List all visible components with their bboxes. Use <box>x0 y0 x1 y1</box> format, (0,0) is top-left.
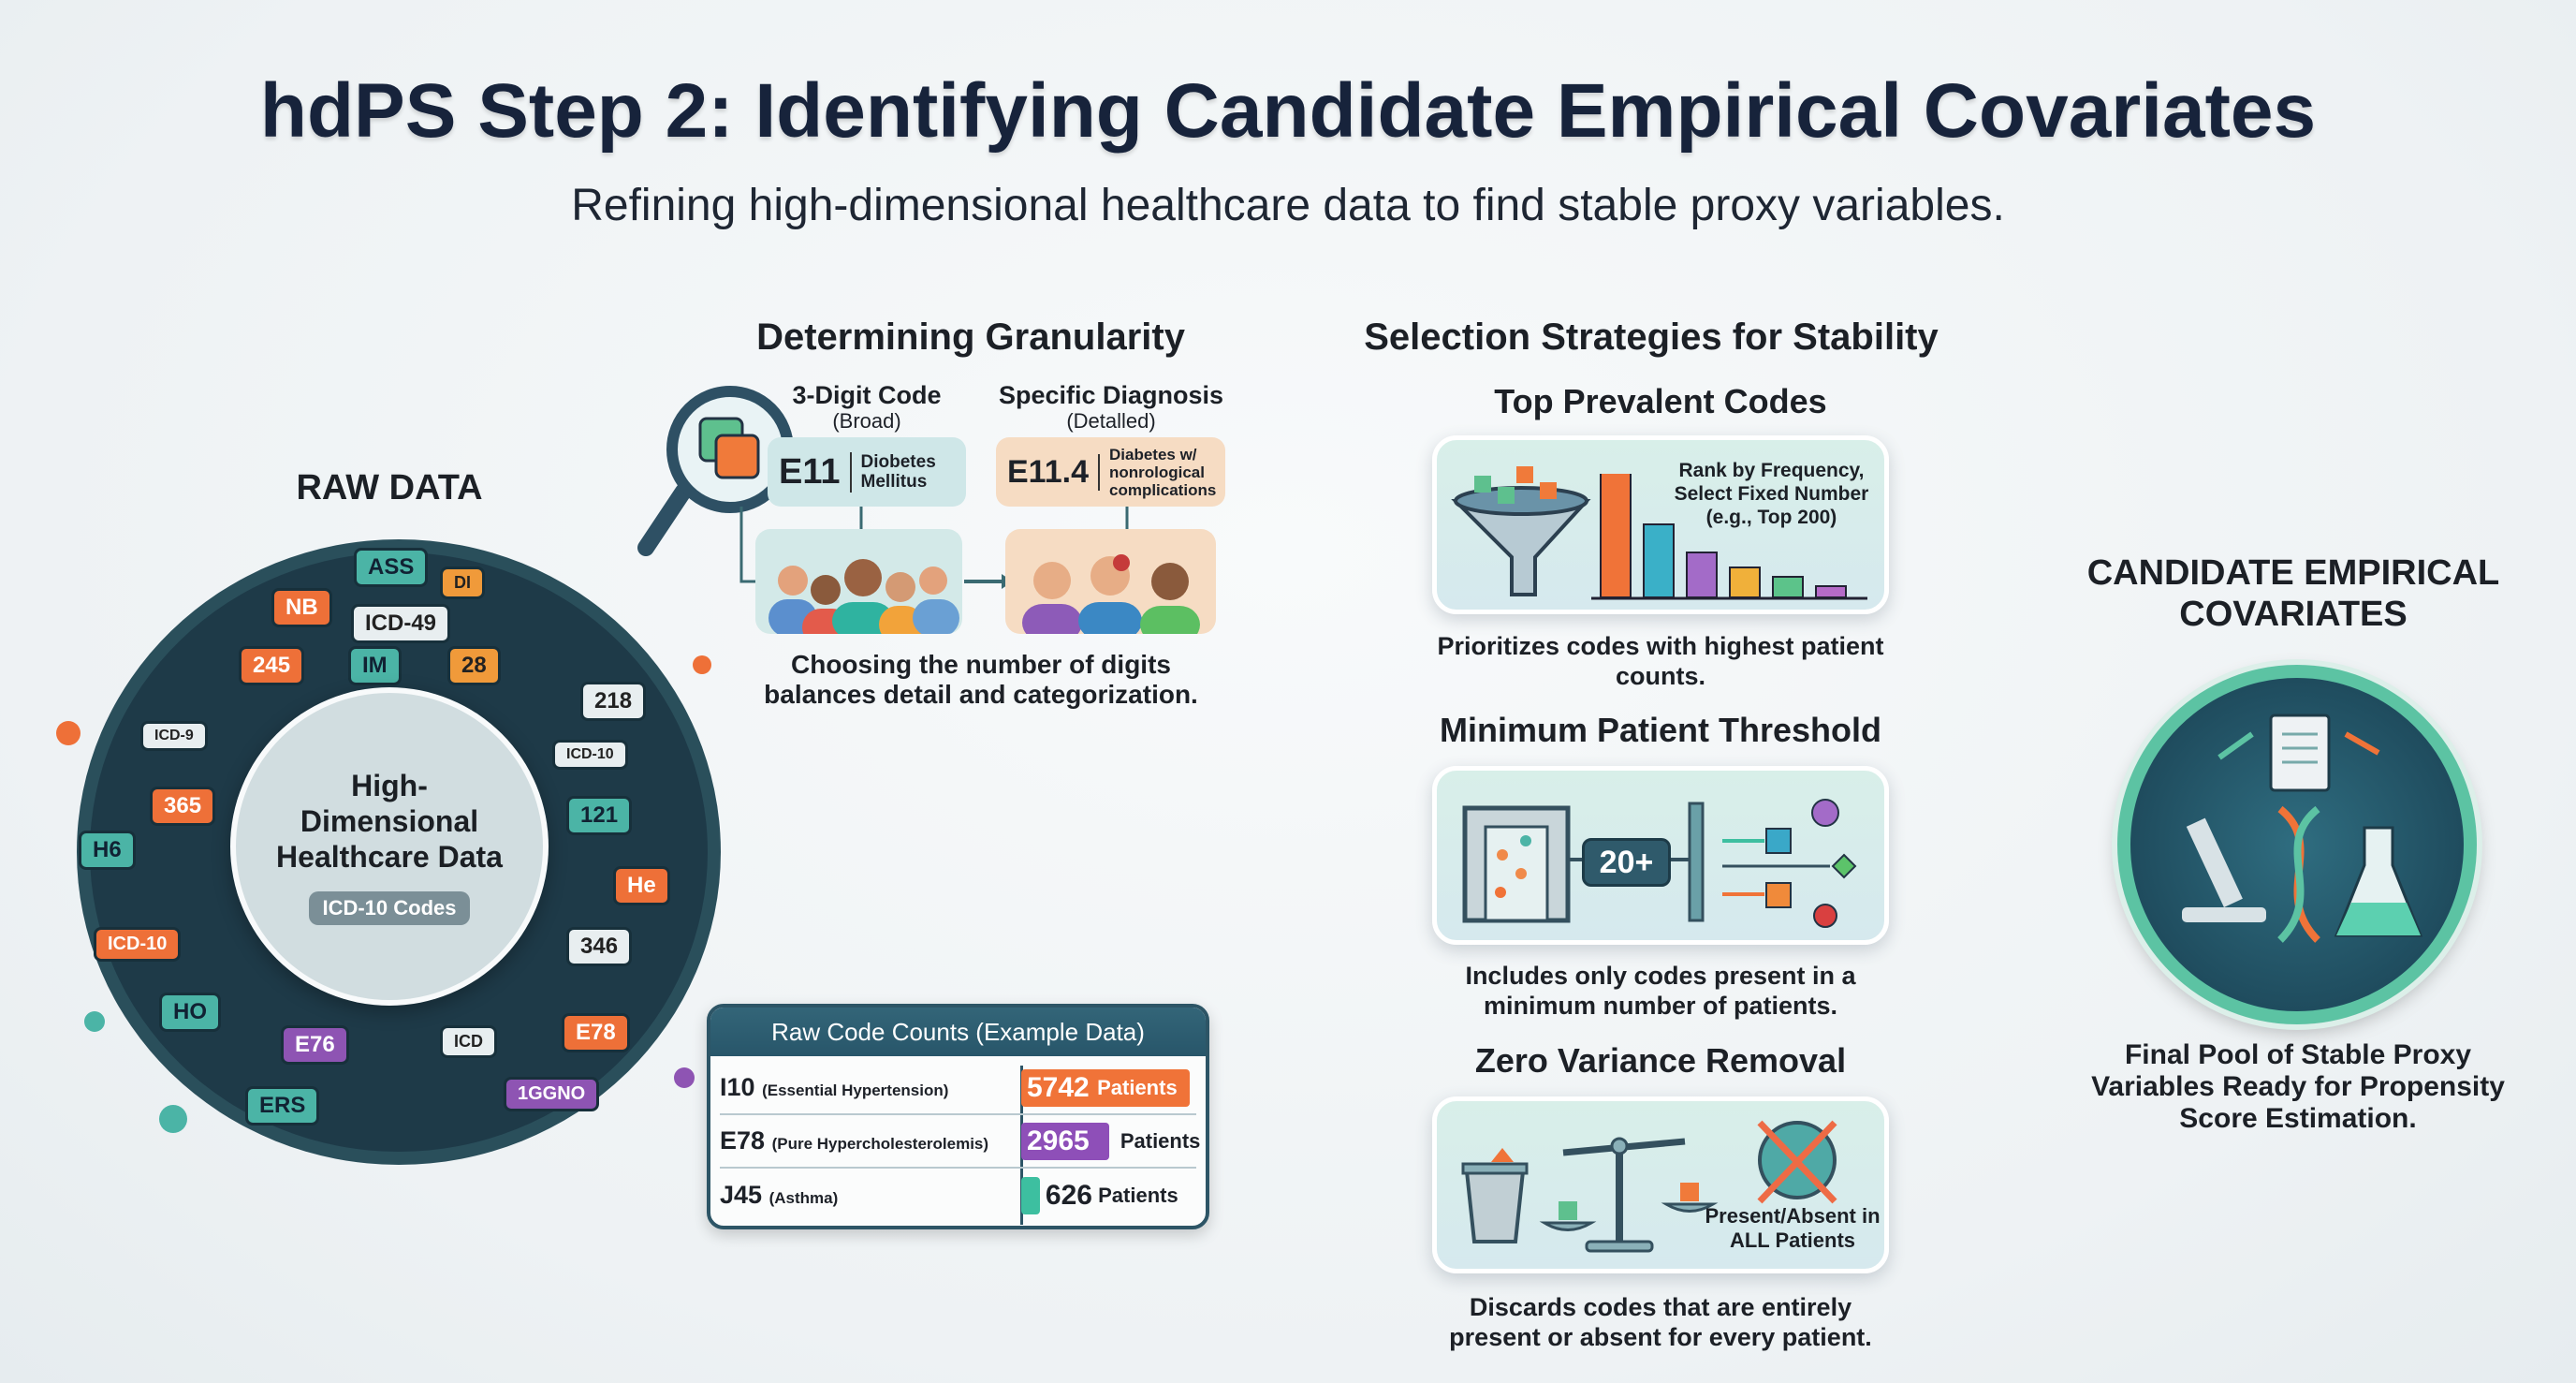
count-bar: 2965 <box>1021 1122 1109 1160</box>
threshold-gate-icon <box>1462 799 1857 928</box>
count-value: 626 <box>1045 1179 1092 1211</box>
rank-bar <box>1643 523 1675 598</box>
decor-dot <box>159 1105 187 1133</box>
frequency-bar-chart-icon <box>1591 474 1867 600</box>
granularity-heading: Determining Granularity <box>756 316 1185 358</box>
broad-title: 3-Digit Code <box>792 381 942 409</box>
detailed-subtitle: (Detalled) <box>1066 409 1156 433</box>
code-tag: 346 <box>566 927 633 966</box>
threshold-badge: 20+ <box>1582 838 1671 887</box>
strategy-caption: Discards codes that are entirely present… <box>1449 1293 1872 1351</box>
table-row: E78 (Pure Hypercholesterolemis) 2965 Pat… <box>720 1115 1200 1169</box>
code-tag: IM <box>348 646 402 685</box>
decor-dot <box>693 655 711 674</box>
detailed-title: Specific Diagnosis <box>998 381 1224 409</box>
count-bar <box>1021 1176 1040 1214</box>
decor-dot <box>56 721 80 745</box>
row-code: J45 <box>720 1181 763 1209</box>
code-tag: NB <box>271 588 332 627</box>
page-title: hdPS Step 2: Identifying Candidate Empir… <box>259 68 2317 154</box>
code-tag: H6 <box>79 831 136 870</box>
count-value: 2965 <box>1027 1125 1090 1156</box>
page-subtitle: Refining high-dimensional healthcare dat… <box>571 181 2005 230</box>
zero-variance-card: Present/Absent in ALL Patients <box>1432 1096 1889 1273</box>
detailed-code: E11.4 <box>1007 453 1100 491</box>
strategy-title: Minimum Patient Threshold <box>1439 711 1882 749</box>
trash-and-scale-icon <box>1461 1137 1719 1253</box>
table-title: Raw Code Counts (Example Data) <box>710 1008 1206 1056</box>
threshold-card: 20+ <box>1432 766 1889 945</box>
decor-dot <box>84 1011 105 1032</box>
code-tag: 218 <box>580 682 647 721</box>
raw-data-label: RAW DATA <box>296 468 483 508</box>
code-tag: 28 <box>447 646 501 685</box>
candidate-heading: CANDIDATE EMPIRICAL COVARIATES <box>2086 553 2500 634</box>
top-prevalent-card: Rank by Frequency, Select Fixed Number (… <box>1432 435 1889 614</box>
table-row: I10 (Essential Hypertension) 5742 Patien… <box>720 1062 1196 1115</box>
crossed-circle-icon <box>1757 1120 1837 1204</box>
code-tag: 121 <box>566 796 633 835</box>
decor-dot <box>674 1067 695 1088</box>
code-tag: ICD-49 <box>351 604 451 643</box>
science-icons <box>2182 714 2423 943</box>
center-title: High-Dimensional Healthcare Data <box>276 769 503 874</box>
strategy-caption: Prioritizes codes with highest patient c… <box>1437 632 1884 690</box>
broad-subtitle: (Broad) <box>832 409 901 433</box>
candidate-covariates-emblem <box>2117 665 2477 1024</box>
population-group-icon <box>755 529 962 634</box>
icd10-pill: ICD-10 Codes <box>309 891 470 925</box>
code-tag: ASS <box>354 548 429 587</box>
detailed-desc: Diabetes w/ nonrological complications <box>1108 445 1217 499</box>
row-name: (Asthma) <box>768 1189 839 1207</box>
code-tag: 245 <box>239 646 305 685</box>
count-unit: Patients <box>1120 1128 1201 1153</box>
granularity-caption: Choosing the number of digits balances d… <box>764 650 1198 709</box>
strategy-card-text: Present/Absent in ALL Patients <box>1705 1204 1881 1252</box>
code-tag: HO <box>159 993 221 1032</box>
code-tag: ICD-10 <box>94 927 182 962</box>
funnel-icon <box>1451 466 1591 596</box>
row-name: (Essential Hypertension) <box>762 1081 949 1099</box>
code-tag: He <box>613 866 670 905</box>
broad-desc: Diobetes Mellitus <box>860 452 936 492</box>
strategy-title: Zero Variance Removal <box>1474 1041 1847 1080</box>
raw-code-counts-table: Raw Code Counts (Example Data) I10 (Esse… <box>707 1004 1209 1229</box>
row-code: E78 <box>720 1126 766 1155</box>
rank-bar <box>1600 474 1632 598</box>
rank-bar <box>1815 585 1847 598</box>
rank-bar <box>1772 576 1804 598</box>
code-tag: ERS <box>245 1086 320 1126</box>
strategy-caption: Includes only codes present in a minimum… <box>1465 962 1856 1020</box>
detailed-code-box: E11.4 Diabetes w/ nonrological complicat… <box>996 437 1225 507</box>
row-code: I10 <box>720 1073 755 1101</box>
table-row: J45 (Asthma) 626 Patients <box>720 1169 1196 1222</box>
patient-subgroup-icon <box>1005 529 1216 634</box>
code-tag: E78 <box>562 1013 630 1052</box>
broad-code-box: E11 Diobetes Mellitus <box>768 437 966 507</box>
count-unit: Patients <box>1097 1075 1178 1099</box>
selection-heading: Selection Strategies for Stability <box>1364 316 1939 358</box>
code-tag: 365 <box>150 787 216 826</box>
count-unit: Patients <box>1098 1183 1178 1207</box>
row-name: (Pure Hypercholesterolemis) <box>771 1135 989 1153</box>
connector-lines <box>739 507 1129 589</box>
candidate-caption: Final Pool of Stable Proxy Variables Rea… <box>2091 1039 2505 1134</box>
magnifier-lens: High-Dimensional Healthcare Data ICD-10 … <box>230 687 549 1006</box>
code-tag: ICD-9 <box>140 721 208 751</box>
code-tag: DI <box>440 566 485 599</box>
code-tag: 1GGNO <box>504 1077 600 1111</box>
rank-bar <box>1686 552 1718 598</box>
code-tag: ICD-10 <box>552 740 628 770</box>
count-value: 5742 <box>1027 1071 1090 1103</box>
broad-code: E11 <box>779 451 852 493</box>
rank-bar <box>1729 566 1761 598</box>
count-bar: 5742 Patients <box>1021 1068 1190 1107</box>
strategy-title: Top Prevalent Codes <box>1494 382 1827 420</box>
code-tag: ICD <box>440 1025 497 1058</box>
strategy-card-text: Rank by Frequency, Select Fixed Number (… <box>1674 460 1869 528</box>
code-tag: E76 <box>281 1025 349 1065</box>
